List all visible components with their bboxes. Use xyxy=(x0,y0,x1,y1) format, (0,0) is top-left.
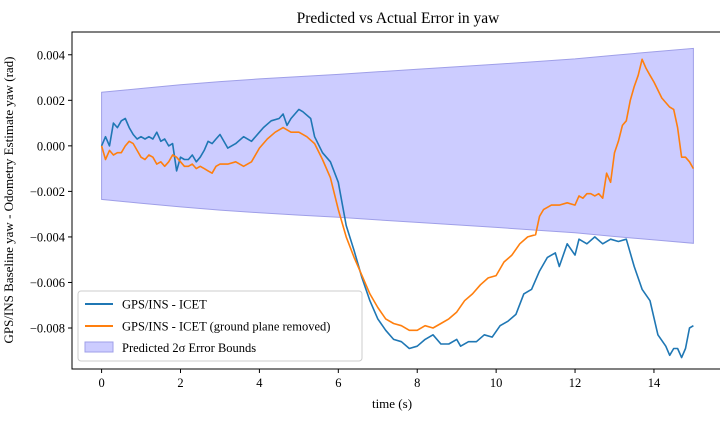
legend-swatch-error-bounds xyxy=(84,341,114,353)
error-bound-band xyxy=(101,47,694,244)
x-tick-label: 14 xyxy=(648,376,661,390)
legend-label-gps-ins-icet: GPS/INS - ICET xyxy=(122,298,207,312)
x-tick-label: 12 xyxy=(569,376,582,390)
x-tick-label: 4 xyxy=(256,376,263,390)
x-tick-label: 10 xyxy=(490,376,503,390)
y-tick-label: −0.008 xyxy=(30,322,65,336)
legend-label-ground-plane-removed: GPS/INS - ICET (ground plane removed) xyxy=(122,320,330,334)
chart-title: Predicted vs Actual Error in yaw xyxy=(297,10,501,27)
x-tick-label: 0 xyxy=(98,376,104,390)
y-tick-label: −0.002 xyxy=(30,185,65,199)
x-tick-label: 6 xyxy=(335,376,341,390)
y-tick-label: 0.004 xyxy=(37,48,66,62)
legend-label-error-bounds: Predicted 2σ Error Bounds xyxy=(122,341,256,355)
y-tick-label: 0.000 xyxy=(37,139,65,153)
y-tick-label: −0.004 xyxy=(30,230,66,244)
x-axis-label: time (s) xyxy=(372,396,412,411)
y-tick-label: −0.006 xyxy=(30,276,65,290)
y-axis-label: GPS/INS Baseline yaw - Odometry Estimate… xyxy=(1,56,16,343)
legend-frame xyxy=(77,290,363,362)
series-line-ground-plane-removed xyxy=(100,58,695,332)
series-line-gps-ins-icet xyxy=(100,108,694,359)
x-tick-label: 2 xyxy=(177,376,183,390)
plot-frame xyxy=(71,31,720,370)
y-tick-label: 0.002 xyxy=(37,94,65,108)
x-tick-label: 8 xyxy=(414,376,420,390)
legend: GPS/INS - ICET GPS/INS - ICET (ground pl… xyxy=(77,290,363,362)
